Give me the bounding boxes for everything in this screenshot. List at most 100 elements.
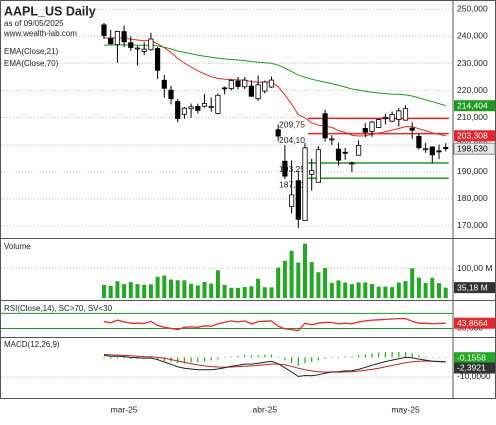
value-label: 214,404 (457, 100, 488, 110)
histogram-bar (425, 356, 427, 358)
histogram-bar (398, 351, 400, 358)
histogram-bar (116, 357, 118, 359)
x-tick-label: may-25 (391, 404, 420, 414)
candle-body (409, 127, 415, 131)
candle-body (248, 85, 254, 97)
volume-bar (282, 260, 287, 298)
y-tick-label: -10,0000 (457, 371, 491, 381)
volume-bar (195, 285, 200, 298)
x-tick-label: abr-25 (253, 404, 278, 414)
value-label: 43,8664 (457, 318, 488, 328)
volume-bar (336, 280, 341, 298)
volume-bar (303, 243, 307, 298)
x-tick-label: mar-25 (111, 404, 138, 414)
histogram-bar (203, 357, 206, 362)
volume-bar (115, 281, 120, 298)
volume-bar (370, 284, 374, 298)
histogram-bar (183, 357, 185, 364)
y-tick-label: 180,000 (457, 193, 488, 203)
histogram-bar (431, 357, 433, 358)
volume-bar (155, 276, 160, 298)
histogram-bar (337, 356, 340, 358)
chart-title: AAPL_US Daily (4, 4, 96, 18)
histogram-bar (324, 357, 326, 359)
candle-body (268, 79, 275, 88)
volume-bar (323, 268, 328, 298)
candle-body (288, 194, 295, 207)
volume-bar (443, 287, 448, 298)
volume-bar (142, 284, 147, 298)
volume-bar (222, 284, 227, 298)
volume-bar (262, 287, 267, 298)
candle-body (275, 129, 281, 137)
histogram-bar (130, 357, 132, 359)
candle-body (201, 103, 208, 107)
candle-body (422, 148, 429, 151)
histogram-bar (304, 357, 306, 364)
volume-bar (122, 284, 127, 298)
volume-bar (102, 284, 106, 298)
candle-body (335, 148, 342, 161)
volume-bar (437, 283, 441, 298)
volume-bar (249, 286, 254, 298)
volume-bar (209, 283, 214, 298)
y-tick-label: 170,000 (457, 220, 488, 230)
volume-bar (202, 281, 207, 298)
candle-body (134, 47, 141, 50)
candle-body (175, 101, 181, 119)
candle-body (443, 147, 449, 150)
volume-bar (403, 281, 408, 298)
histogram-bar (250, 355, 252, 358)
candle-body (429, 146, 435, 156)
candle-body (154, 48, 161, 71)
value-label-box (454, 362, 495, 374)
histogram-bar (331, 357, 333, 358)
candle-body (309, 170, 315, 175)
volume-bar (229, 287, 234, 298)
value-label-box (454, 100, 495, 112)
value-label-box (453, 142, 496, 155)
candle-body (208, 106, 214, 108)
candle-body (402, 108, 409, 121)
volume-bar (296, 262, 301, 298)
level-label: 204,10 (279, 135, 305, 145)
histogram-bar (257, 355, 259, 358)
candle-body (382, 116, 389, 119)
y-tick-label: 190,000 (457, 166, 488, 176)
candle-body (262, 81, 268, 92)
volume-bar (383, 286, 388, 298)
histogram-bar (445, 357, 447, 358)
volume-bar (349, 284, 354, 298)
volume-bar (236, 287, 240, 298)
candle-body (101, 24, 107, 36)
candle-body (161, 79, 167, 89)
y-tick-label: 230,000 (457, 58, 488, 68)
histogram-bar (110, 357, 112, 359)
ema-line (104, 44, 446, 107)
candle-body (148, 38, 154, 51)
candle-body (188, 106, 194, 110)
volume-bar (108, 285, 113, 298)
legend-entry: EMA(Close,21) (4, 47, 59, 56)
histogram-bar (344, 356, 346, 358)
macd-line (103, 354, 446, 378)
histogram-bar (411, 353, 413, 358)
value-label: 203,308 (457, 131, 488, 141)
value-label: 198,530 (457, 143, 488, 153)
histogram-bar (217, 357, 219, 360)
volume-bar (289, 250, 294, 298)
histogram-bar (123, 357, 125, 359)
value-label-box (454, 317, 495, 329)
volume-bar (309, 262, 314, 298)
pane-title: MACD(12,26,9) (4, 340, 60, 349)
volume-bar (242, 287, 247, 298)
histogram-bar (177, 357, 179, 364)
candle-body (181, 107, 187, 115)
volume-bar (329, 282, 334, 298)
value-label: -0,1558 (457, 352, 486, 362)
candle-body (342, 151, 348, 154)
rsi-line (103, 317, 446, 332)
pane-title: RSI(Close,14), SC>70, SV<30 (4, 304, 113, 313)
volume-bar (343, 282, 348, 298)
